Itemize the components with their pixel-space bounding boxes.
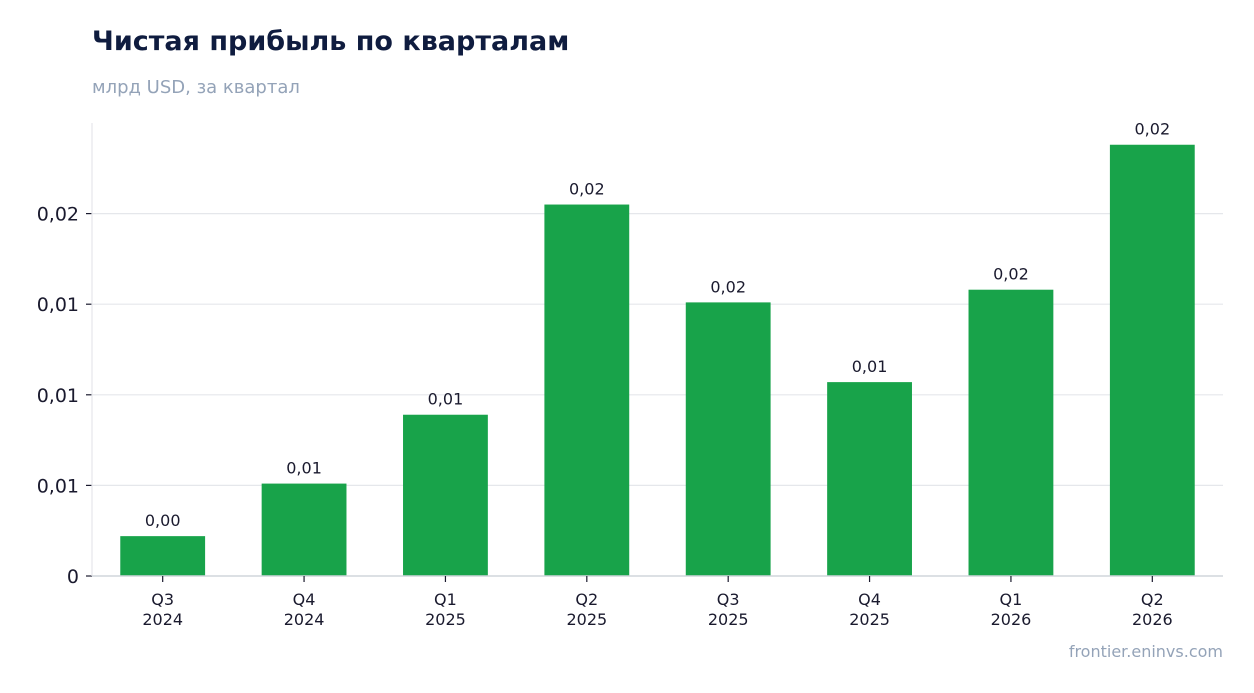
data-label: 0,02 <box>993 265 1029 284</box>
bar <box>120 536 206 576</box>
x-tick-label-year: 2025 <box>849 610 890 629</box>
bar <box>968 289 1054 576</box>
x-tick-label-year: 2026 <box>1132 610 1173 629</box>
x-tick-label-quarter: Q4 <box>293 590 316 609</box>
y-tick-label: 0,01 <box>37 294 79 316</box>
label-layer: 0,00 0,01 0,01 0,02 0,02 0,01 0,02 0,02 <box>145 120 1170 530</box>
bar <box>1109 144 1195 576</box>
x-tick-label-quarter: Q1 <box>1000 590 1023 609</box>
bar <box>261 483 347 576</box>
x-tick-label-quarter: Q1 <box>434 590 457 609</box>
bar <box>403 414 488 576</box>
x-tick-label-quarter: Q2 <box>575 590 598 609</box>
bar <box>827 382 912 576</box>
data-label: 0,02 <box>1135 120 1171 139</box>
x-tick-label-quarter: Q4 <box>858 590 881 609</box>
y-tick-label: 0,02 <box>37 204 79 226</box>
chart-subtitle: млрд USD, за квартал <box>92 77 300 98</box>
data-label: 0,02 <box>710 277 746 296</box>
data-label: 0,00 <box>145 511 181 530</box>
x-tick-label-quarter: Q3 <box>717 590 740 609</box>
axis-layer: 00,010,010,010,02Q32024Q42024Q12025Q2202… <box>37 123 1223 629</box>
data-label: 0,01 <box>852 357 888 376</box>
data-label: 0,02 <box>569 180 605 199</box>
bar <box>685 302 771 576</box>
chart-title: Чистая прибыль по кварталам <box>92 26 570 57</box>
x-tick-label-year: 2024 <box>284 610 325 629</box>
x-tick-label-quarter: Q3 <box>151 590 174 609</box>
source-link[interactable]: frontier.eninvs.com <box>1068 642 1223 661</box>
bar <box>544 204 630 577</box>
data-label: 0,01 <box>428 390 464 409</box>
y-tick-label: 0,01 <box>37 475 79 497</box>
data-label: 0,01 <box>286 459 322 478</box>
x-tick-label-year: 2025 <box>708 610 749 629</box>
x-tick-label-year: 2024 <box>142 610 183 629</box>
x-tick-label-year: 2025 <box>425 610 466 629</box>
y-tick-label: 0 <box>67 566 79 588</box>
x-tick-label-quarter: Q2 <box>1141 590 1164 609</box>
x-tick-label-year: 2025 <box>566 610 607 629</box>
x-tick-label-year: 2026 <box>991 610 1032 629</box>
y-tick-label: 0,01 <box>37 385 79 407</box>
bar-layer <box>120 144 1195 577</box>
